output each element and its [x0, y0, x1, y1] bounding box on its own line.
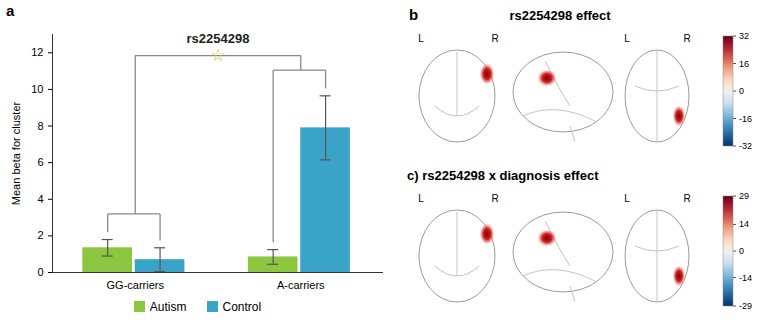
- html-text:Autism: Autism: [149, 300, 187, 314]
- svg-text:32: 32: [739, 31, 749, 41]
- svg-text:-14: -14: [739, 273, 752, 283]
- svg-text:10: 10: [31, 83, 43, 95]
- svg-text:L: L: [624, 193, 630, 204]
- svg-text:c) rs2254298 x diagnosis effec: c) rs2254298 x diagnosis effect: [407, 168, 599, 183]
- svg-text:rs2254298: rs2254298: [187, 31, 250, 46]
- svg-text:14: 14: [739, 219, 749, 229]
- svg-text:4: 4: [37, 193, 43, 205]
- svg-text:b: b: [409, 6, 418, 23]
- svg-text:Mean beta for cluster: Mean beta for cluster: [10, 102, 22, 206]
- svg-text:-29: -29: [739, 301, 752, 311]
- svg-text:12: 12: [31, 46, 43, 58]
- svg-text:0: 0: [739, 86, 744, 96]
- svg-text:R: R: [683, 193, 690, 204]
- svg-text:GG-carriers: GG-carriers: [107, 279, 165, 291]
- html-text:Control: Control: [222, 300, 262, 314]
- svg-text:-32: -32: [739, 141, 752, 151]
- svg-text:A-carriers: A-carriers: [277, 279, 325, 291]
- svg-text:0: 0: [739, 246, 744, 256]
- svg-text:☆: ☆: [210, 46, 225, 65]
- svg-text:16: 16: [739, 59, 749, 69]
- svg-text:L: L: [624, 33, 630, 44]
- svg-text:R: R: [491, 193, 498, 204]
- svg-text:0: 0: [37, 266, 43, 278]
- svg-text:29: 29: [739, 191, 749, 201]
- svg-text:R: R: [491, 33, 498, 44]
- svg-text:R: R: [683, 33, 690, 44]
- svg-text:8: 8: [37, 120, 43, 132]
- svg-text:rs2254298 effect: rs2254298 effect: [509, 8, 611, 23]
- svg-text:6: 6: [37, 156, 43, 168]
- svg-text:L: L: [418, 193, 424, 204]
- svg-text:2: 2: [37, 229, 43, 241]
- html-text:a: a: [6, 2, 15, 19]
- svg-text:-16: -16: [739, 114, 752, 124]
- svg-text:L: L: [418, 33, 424, 44]
